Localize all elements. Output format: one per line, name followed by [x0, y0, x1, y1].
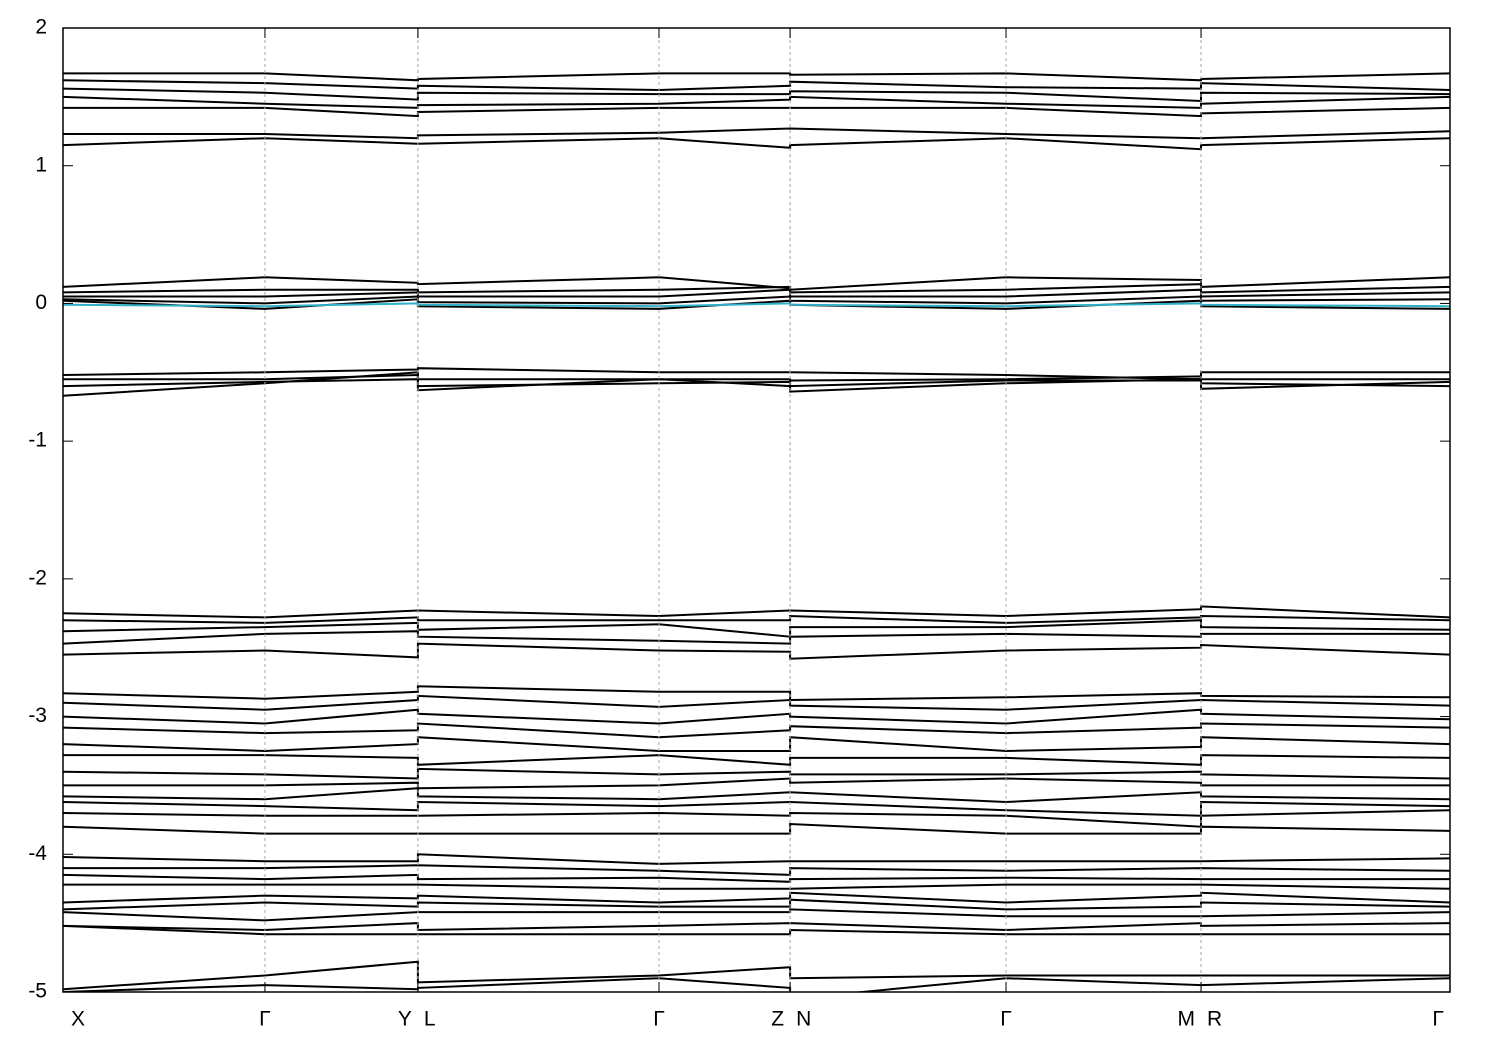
x-tick-label: Y [398, 1008, 412, 1031]
band-line [63, 79, 1450, 92]
y-tick-label: -4 [28, 842, 47, 865]
band-line [63, 72, 1450, 82]
band-line [63, 302, 1450, 308]
band-line [63, 373, 1450, 382]
band-line [63, 883, 1450, 890]
band-line [63, 288, 1450, 298]
y-tick-label: -3 [28, 704, 47, 727]
y-tick-label: -1 [28, 429, 47, 452]
band-line [63, 777, 1450, 790]
x-tick-label: Γ [259, 1008, 271, 1031]
x-tick-label: Γ [1432, 1008, 1444, 1031]
band-line [63, 295, 1450, 305]
band-line [63, 106, 1450, 118]
band-line [63, 908, 1450, 922]
band-line [63, 853, 1450, 865]
x-tick-label: Z [771, 1008, 784, 1031]
band-line [63, 809, 1450, 828]
band-line [63, 822, 1450, 835]
band-line [63, 800, 1450, 817]
band-line [63, 722, 1450, 739]
band-line [63, 767, 1450, 780]
band-line [63, 694, 1450, 711]
band-line [63, 977, 1450, 992]
band-line [63, 787, 1450, 804]
band-line [63, 685, 1450, 702]
x-tick-label: R [1207, 1008, 1222, 1031]
x-tick-label: M [1178, 1008, 1196, 1031]
band-line [63, 898, 1450, 911]
band-line [63, 95, 1450, 109]
y-tick-label: 1 [35, 153, 47, 176]
y-tick-label: -5 [28, 980, 47, 1003]
y-tick-label: 0 [35, 291, 47, 314]
band-line [63, 137, 1450, 151]
band-line [63, 864, 1450, 876]
band-line [63, 127, 1450, 140]
band-line [63, 922, 1450, 932]
y-tick-label: 2 [35, 16, 47, 39]
band-line [63, 87, 1450, 103]
band-line [63, 873, 1450, 883]
band-line [63, 367, 1450, 381]
band-line [63, 891, 1450, 904]
band-line [63, 642, 1450, 660]
x-tick-label: L [424, 1008, 436, 1031]
x-tick-label: N [796, 1008, 811, 1031]
x-tick-label: X [71, 1008, 85, 1031]
plot-frame [62, 27, 1451, 993]
band-line [63, 960, 1450, 991]
y-tick-label: -2 [28, 566, 47, 589]
bands [63, 72, 1450, 992]
band-line [63, 754, 1450, 766]
band-line [63, 736, 1450, 753]
x-tick-label: Γ [1000, 1008, 1012, 1031]
x-tick-label: Γ [653, 1008, 665, 1031]
band-line [63, 708, 1450, 725]
